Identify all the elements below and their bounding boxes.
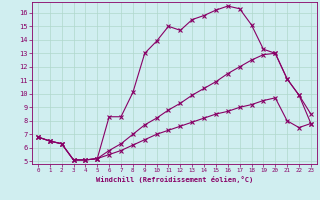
X-axis label: Windchill (Refroidissement éolien,°C): Windchill (Refroidissement éolien,°C)	[96, 176, 253, 183]
